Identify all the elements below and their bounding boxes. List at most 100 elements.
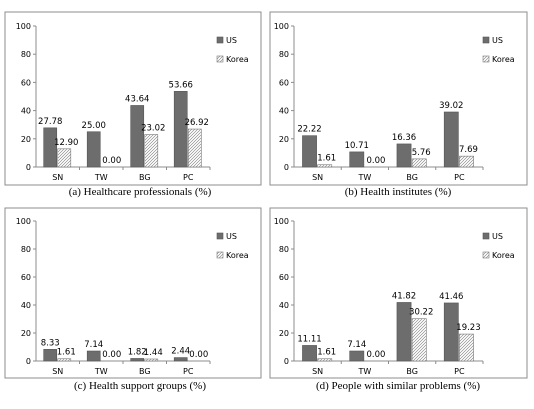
solid-square-icon <box>482 232 490 240</box>
y-tick-label: 40 <box>21 301 31 310</box>
y-tick-label: 40 <box>279 107 289 116</box>
bar-us-tw <box>86 131 101 168</box>
bar-us-pc <box>443 111 459 168</box>
bar-korea-bg <box>411 158 427 168</box>
data-label-korea-tw: 0.00 <box>102 350 121 360</box>
bar-us-pc <box>443 302 459 362</box>
chart-panel-1: 0 20 40 60 80 100 27.78 12.90 SN 25.00 0.00 TW 43.64… <box>4 11 262 198</box>
legend-label-korea: Korea <box>226 251 249 260</box>
data-label-us-bg: 43.64 <box>125 94 149 104</box>
legend-label-us: US <box>226 36 237 45</box>
bar-us-pc <box>173 357 188 362</box>
y-tick-label: 80 <box>21 245 31 254</box>
x-tick-label-bg: BG <box>406 173 418 182</box>
bar-korea-pc <box>187 128 202 168</box>
bar-korea-pc <box>459 155 474 168</box>
bar-us-tw <box>349 350 365 362</box>
x-tick-label-pc: PC <box>183 367 194 376</box>
y-tick-label: 80 <box>279 245 289 254</box>
legend-label-us: US <box>226 232 237 241</box>
x-tick-label-bg: BG <box>406 367 418 376</box>
x-tick-label-tw: TW <box>357 367 371 376</box>
bar-korea-bg <box>144 134 159 168</box>
chart-caption: (b) Health institutes (%) <box>345 186 452 198</box>
data-label-us-tw: 7.14 <box>347 340 366 350</box>
y-tick-label: 40 <box>279 301 289 310</box>
bar-korea-sn <box>57 148 72 168</box>
bar-korea-pc <box>459 333 474 362</box>
y-tick-label: 20 <box>279 135 289 144</box>
chart-caption: (c) Health support groups (%) <box>74 380 206 392</box>
x-tick-label-bg: BG <box>139 367 151 376</box>
data-label-us-bg: 41.82 <box>392 291 416 301</box>
y-tick-label: 0 <box>26 357 31 366</box>
y-tick-label: 100 <box>16 217 31 226</box>
x-tick-label-bg: BG <box>139 173 151 182</box>
data-label-korea-bg: 1.44 <box>144 348 163 358</box>
hatched-square-icon <box>482 251 490 259</box>
x-tick-label-pc: PC <box>183 173 194 182</box>
solid-square-icon <box>216 232 224 240</box>
x-tick-label-sn: SN <box>312 173 323 182</box>
bar-us-sn <box>43 349 58 362</box>
y-tick-label: 20 <box>279 329 289 338</box>
data-label-korea-tw: 0.00 <box>102 156 121 166</box>
y-tick-label: 100 <box>274 22 289 31</box>
data-label-us-pc: 41.46 <box>439 292 463 302</box>
hatched-square-icon <box>482 55 490 63</box>
data-label-us-sn: 22.22 <box>297 125 321 135</box>
y-tick-label: 80 <box>21 50 31 59</box>
y-tick-label: 0 <box>284 163 289 172</box>
y-tick-label: 60 <box>279 273 289 282</box>
x-tick-label-pc: PC <box>454 173 465 182</box>
hatched-square-icon <box>216 251 224 259</box>
data-label-us-sn: 27.78 <box>38 117 62 127</box>
data-label-us-pc: 53.66 <box>169 80 193 90</box>
y-tick-label: 0 <box>26 163 31 172</box>
x-tick-label-sn: SN <box>52 173 63 182</box>
data-label-korea-bg: 30.22 <box>409 308 433 318</box>
bar-us-bg <box>130 105 145 168</box>
x-tick-label-pc: PC <box>454 367 465 376</box>
bar-us-sn <box>302 345 317 362</box>
y-tick-label: 20 <box>21 135 31 144</box>
data-label-korea-pc: 7.69 <box>459 145 478 155</box>
y-tick-label: 60 <box>21 273 31 282</box>
bar-korea-bg <box>144 358 159 362</box>
data-label-korea-pc: 0.00 <box>189 350 208 360</box>
bar-us-sn <box>302 135 317 168</box>
y-tick-label: 80 <box>279 50 289 59</box>
legend-label-korea: Korea <box>492 55 515 64</box>
legend-label-korea: Korea <box>226 55 249 64</box>
data-label-us-tw: 25.00 <box>82 121 106 131</box>
bar-us-sn <box>43 127 58 168</box>
data-label-us-bg: 1.82 <box>128 347 147 357</box>
x-tick-label-tw: TW <box>357 173 371 182</box>
y-tick-label: 40 <box>21 107 31 116</box>
bar-us-bg <box>396 143 412 168</box>
data-label-us-bg: 16.36 <box>392 133 416 143</box>
solid-square-icon <box>216 36 224 44</box>
bar-korea-sn <box>317 358 333 362</box>
bar-korea-sn <box>317 164 333 168</box>
data-label-korea-sn: 1.61 <box>317 348 336 358</box>
bar-us-bg <box>130 358 145 362</box>
data-label-korea-bg: 23.02 <box>141 124 165 134</box>
legend-label-us: US <box>492 36 503 45</box>
data-label-us-sn: 8.33 <box>41 338 60 348</box>
data-label-us-pc: 39.02 <box>439 101 463 111</box>
data-label-korea-tw: 0.00 <box>366 156 385 166</box>
chart-panel-4: 0 20 40 60 80 100 11.11 1.61 SN 7.140.00 TW 41.82 30… <box>269 207 528 392</box>
data-label-us-tw: 10.71 <box>345 141 369 151</box>
legend-label-us: US <box>492 232 503 241</box>
bar-us-tw <box>86 350 101 362</box>
solid-square-icon <box>482 36 490 44</box>
legend-label-korea: Korea <box>492 251 515 260</box>
data-label-korea-sn: 12.90 <box>54 138 78 148</box>
x-tick-label-sn: SN <box>52 367 63 376</box>
chart-caption: (d) People with similar problems (%) <box>316 380 480 392</box>
chart-panel-3: 0204060801008.331.61SN7.140.00TW1.821.44… <box>4 207 262 392</box>
data-label-korea-sn: 1.61 <box>57 348 76 358</box>
y-tick-label: 60 <box>21 78 31 87</box>
